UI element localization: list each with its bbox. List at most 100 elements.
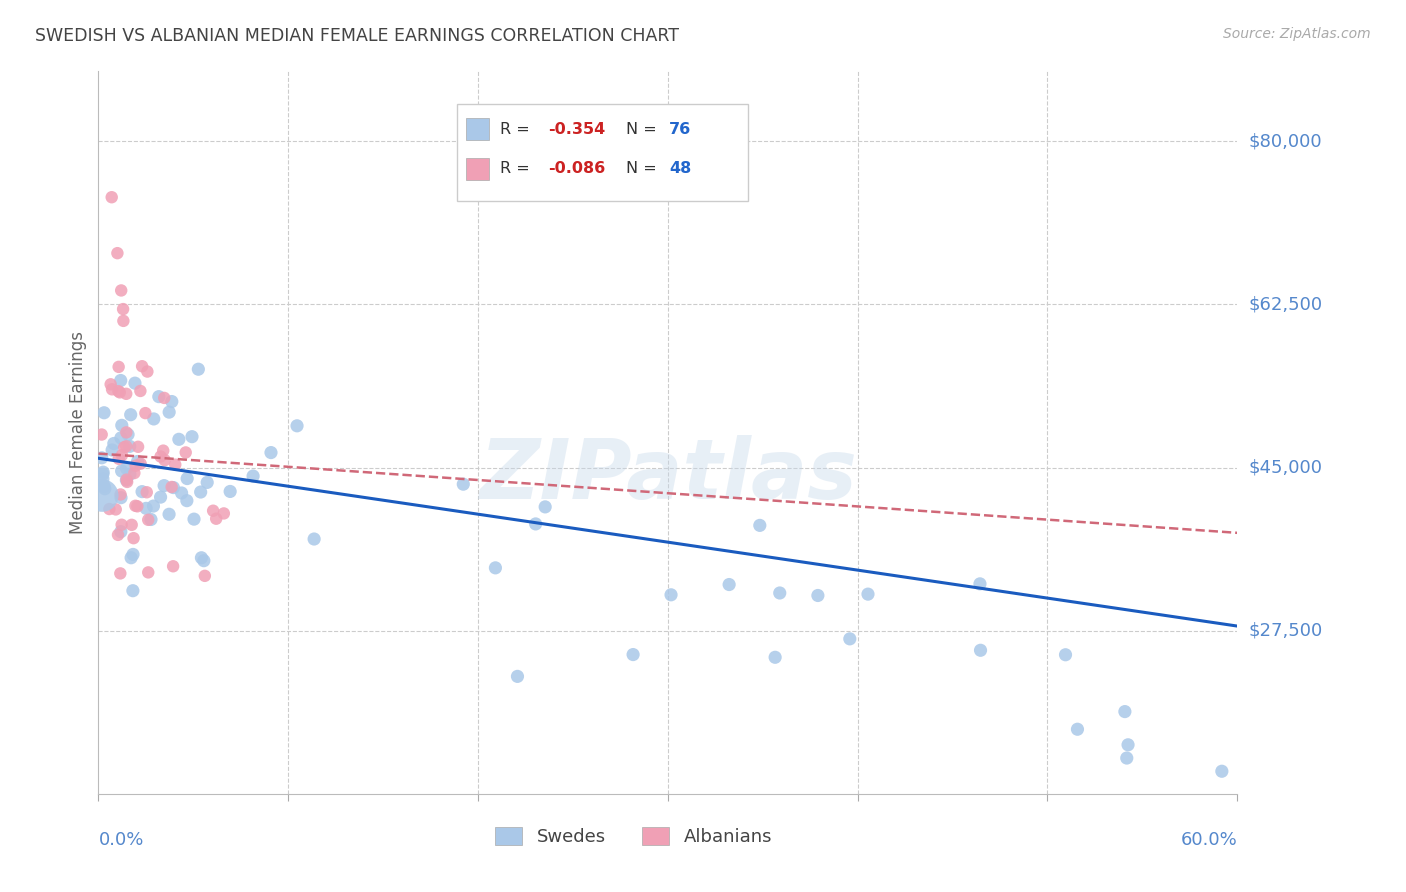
Point — [94, 482, 117, 496]
Point — [534, 500, 557, 514]
Point — [124, 458, 146, 473]
FancyBboxPatch shape — [467, 158, 489, 180]
Point — [110, 374, 132, 388]
Point — [202, 504, 225, 518]
Text: SWEDISH VS ALBANIAN MEDIAN FEMALE EARNINGS CORRELATION CHART: SWEDISH VS ALBANIAN MEDIAN FEMALE EARNIN… — [35, 27, 679, 45]
Point — [110, 487, 132, 501]
Point — [1115, 751, 1137, 765]
Point — [139, 512, 162, 526]
Point — [124, 499, 146, 513]
Text: 76: 76 — [669, 121, 692, 136]
Point — [110, 284, 132, 298]
Point — [748, 518, 770, 533]
Point — [107, 528, 129, 542]
Text: ZIPatlas: ZIPatlas — [479, 435, 856, 516]
Point — [90, 450, 112, 465]
Text: R =: R = — [501, 161, 536, 177]
Point — [129, 457, 152, 471]
Point — [100, 377, 122, 392]
Point — [131, 359, 153, 374]
Point — [115, 475, 138, 489]
Point — [101, 442, 124, 457]
Point — [124, 466, 146, 480]
Point — [112, 314, 135, 328]
Point — [160, 394, 183, 409]
Point — [170, 486, 193, 500]
Point — [149, 490, 172, 504]
Point — [120, 408, 142, 422]
Point — [110, 566, 132, 581]
Point — [187, 362, 209, 376]
Point — [107, 384, 129, 399]
Point — [484, 561, 506, 575]
Point — [90, 427, 112, 442]
Text: 48: 48 — [669, 161, 692, 177]
Point — [118, 439, 141, 453]
Point — [131, 484, 153, 499]
Legend: Swedes, Albanians: Swedes, Albanians — [488, 820, 779, 854]
Point — [153, 391, 176, 405]
Point — [212, 507, 235, 521]
Point — [129, 384, 152, 398]
Point — [165, 458, 187, 472]
Text: -0.354: -0.354 — [548, 121, 606, 136]
Point — [135, 485, 157, 500]
Point — [134, 406, 156, 420]
Point — [194, 569, 217, 583]
Text: $62,500: $62,500 — [1249, 295, 1323, 313]
Point — [112, 302, 135, 317]
Point — [174, 445, 197, 459]
Point — [122, 548, 145, 562]
Point — [135, 501, 157, 516]
Point — [242, 469, 264, 483]
Point — [115, 439, 138, 453]
Point — [115, 473, 138, 487]
Point — [120, 550, 142, 565]
Point — [176, 472, 198, 486]
Point — [152, 443, 174, 458]
Point — [107, 246, 129, 260]
Point — [205, 512, 228, 526]
Point — [302, 532, 325, 546]
Point — [157, 508, 180, 522]
Point — [769, 586, 792, 600]
Point — [1066, 723, 1088, 737]
Point — [453, 477, 475, 491]
Point — [111, 517, 134, 532]
Text: -0.086: -0.086 — [548, 161, 606, 177]
FancyBboxPatch shape — [467, 119, 489, 140]
Text: 0.0%: 0.0% — [98, 831, 143, 849]
Point — [260, 445, 283, 459]
Point — [153, 453, 176, 467]
Point — [167, 432, 190, 446]
Point — [110, 431, 132, 445]
Point — [91, 472, 114, 486]
Point — [98, 502, 121, 516]
Point — [1116, 738, 1139, 752]
Point — [838, 632, 860, 646]
Point — [621, 648, 644, 662]
Point — [112, 440, 135, 454]
Point — [111, 418, 134, 433]
Text: N =: N = — [626, 161, 662, 177]
Point — [118, 467, 141, 482]
Point — [124, 376, 146, 391]
Point — [162, 559, 184, 574]
Point — [111, 448, 134, 462]
Point — [149, 450, 172, 464]
Point — [142, 412, 165, 426]
Point — [718, 577, 741, 591]
Text: 60.0%: 60.0% — [1181, 831, 1237, 849]
Point — [807, 589, 830, 603]
Point — [162, 481, 184, 495]
Text: $27,500: $27,500 — [1249, 622, 1323, 640]
Point — [110, 491, 132, 505]
Point — [115, 473, 138, 487]
Point — [506, 669, 529, 683]
Point — [1054, 648, 1077, 662]
Point — [93, 479, 115, 493]
Point — [142, 499, 165, 513]
Text: $80,000: $80,000 — [1249, 132, 1322, 150]
Point — [183, 512, 205, 526]
Point — [121, 517, 143, 532]
